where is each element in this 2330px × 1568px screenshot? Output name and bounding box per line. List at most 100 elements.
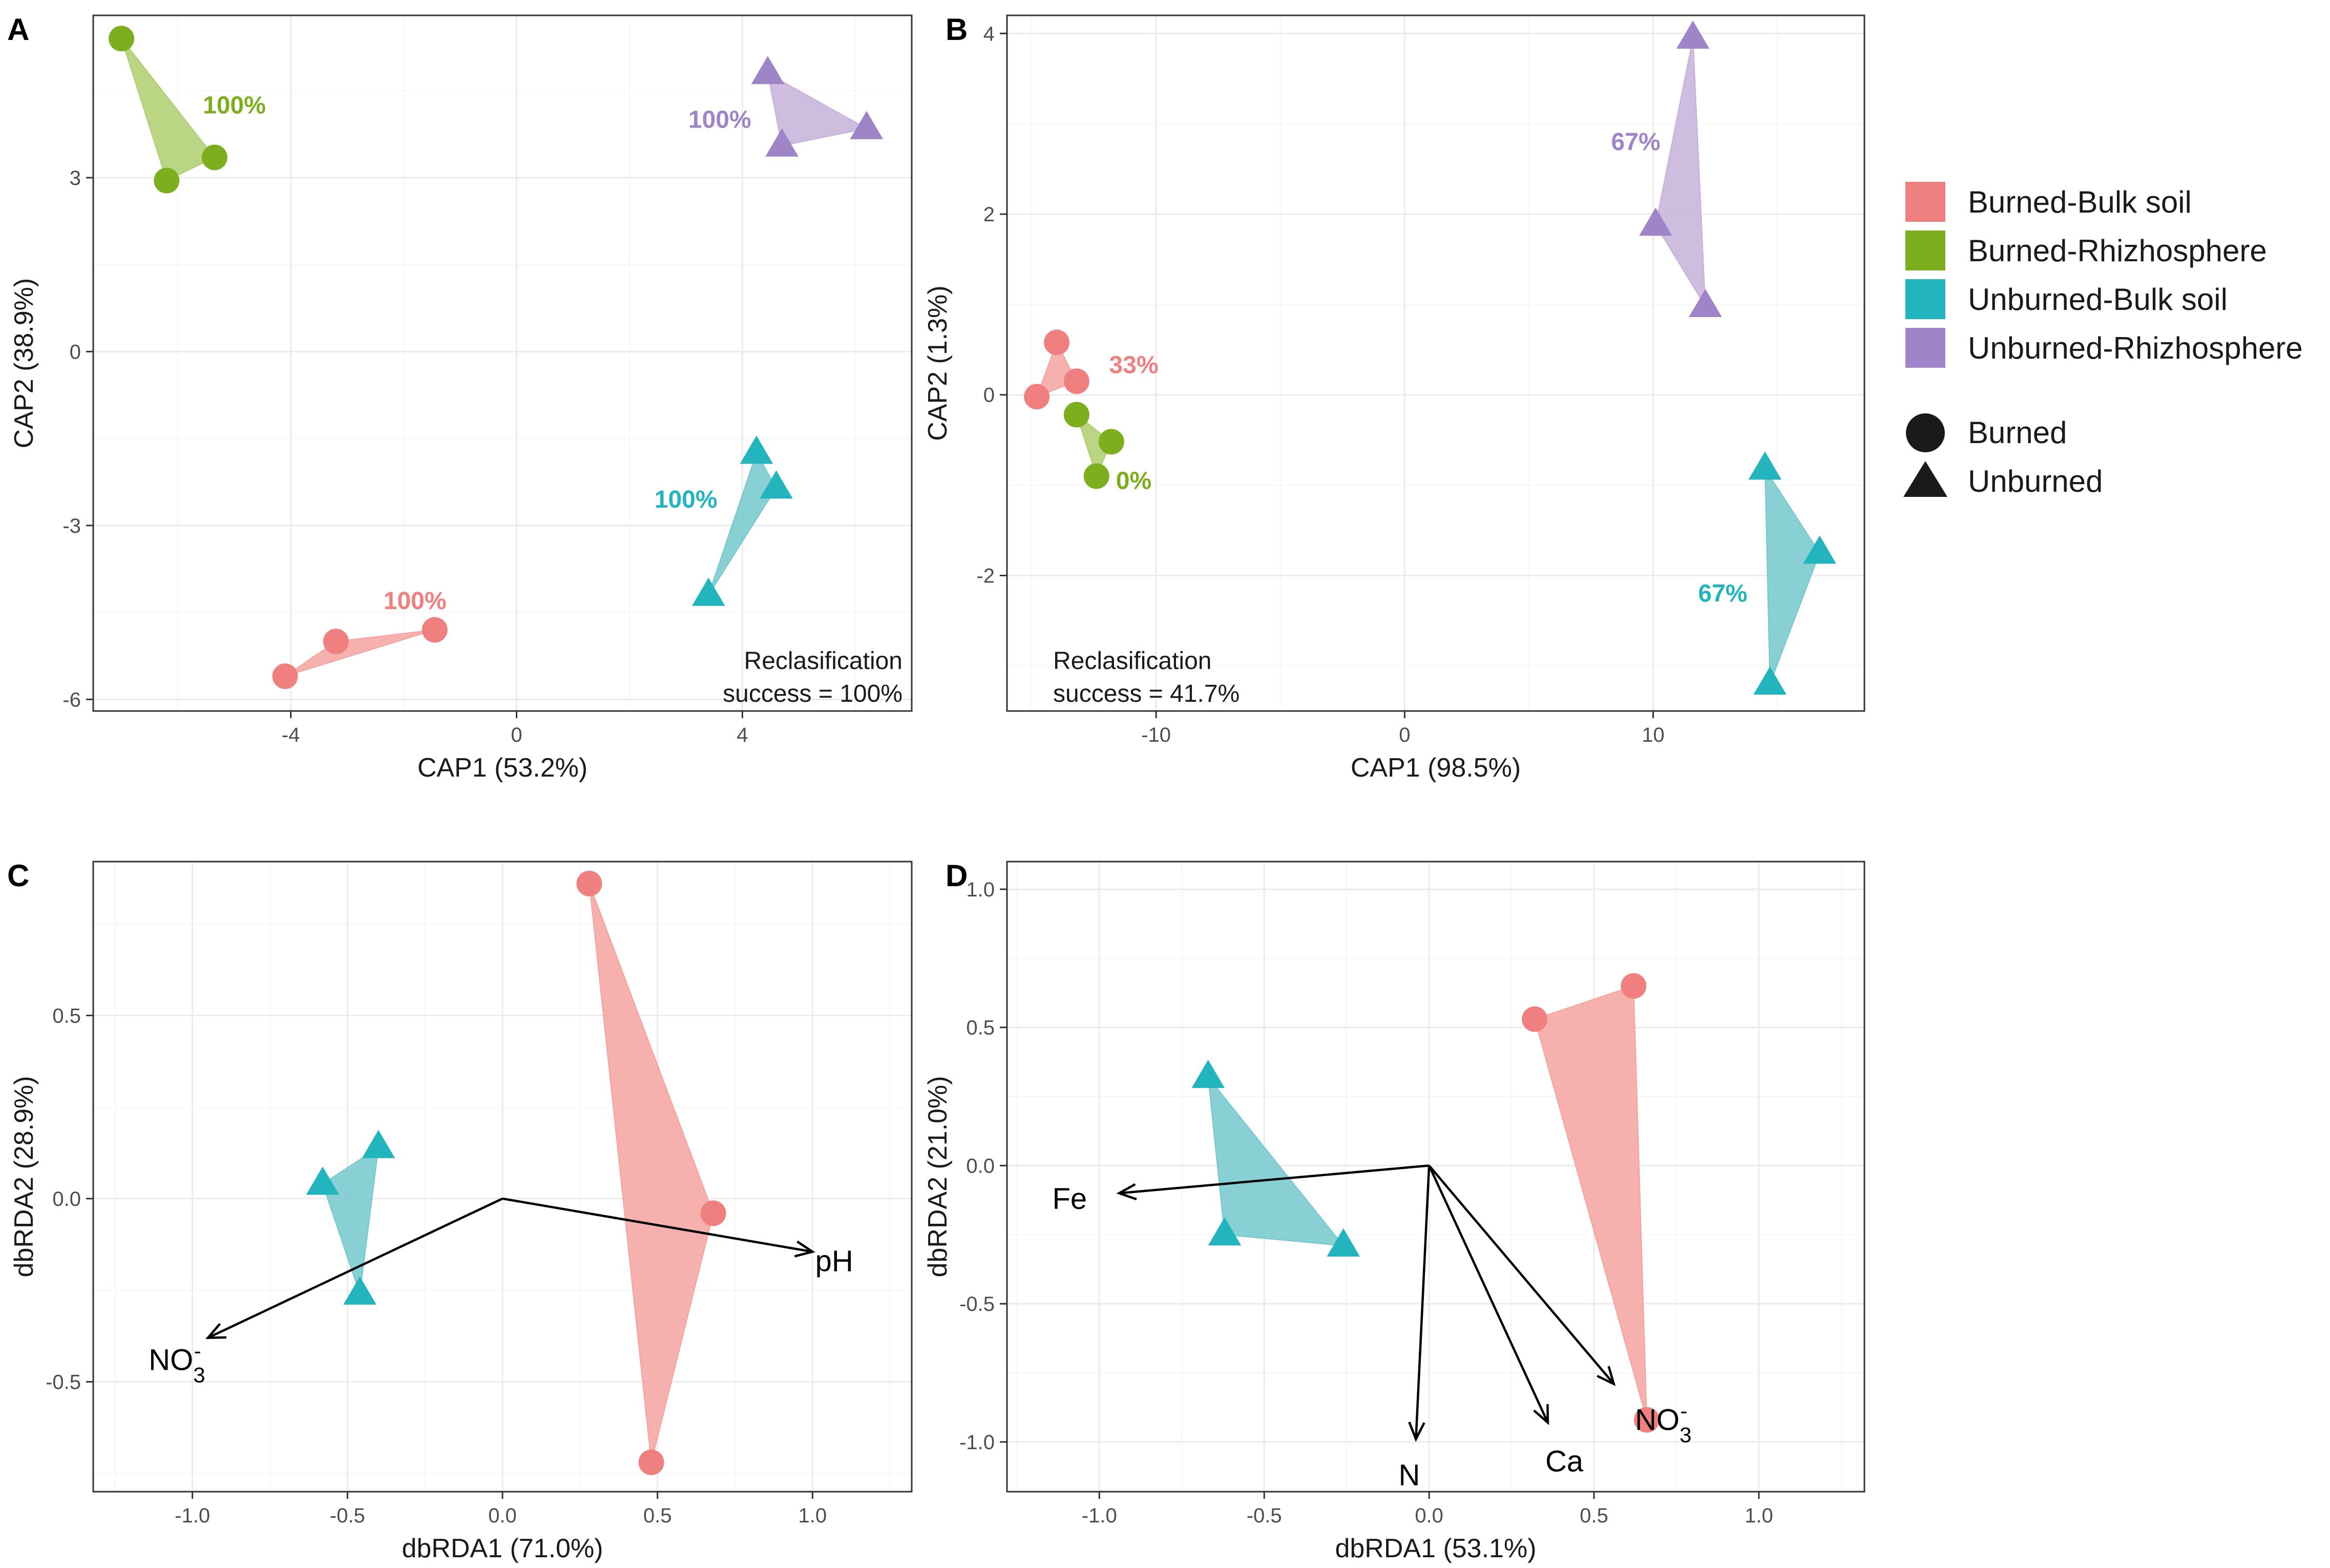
group-hull bbox=[1534, 985, 1648, 1420]
x-tick-label: 1.0 bbox=[1745, 1504, 1773, 1527]
reclassification-label: 100% bbox=[688, 107, 751, 134]
panel-letter: D bbox=[946, 859, 968, 893]
y-axis-title: CAP2 (38.9%) bbox=[9, 278, 39, 448]
data-layer bbox=[306, 870, 726, 1475]
axis-ticks: -1.0 -0.5 0.0 0.5 1.0 -0.5 0.0 0.5 bbox=[46, 1005, 827, 1527]
arrow-head bbox=[1597, 1366, 1616, 1386]
axis-ticks: -10 0 10 -2 0 2 4 bbox=[976, 23, 1664, 746]
data-point bbox=[1191, 1059, 1225, 1088]
legend-label: Burned-Bulk soil bbox=[1968, 185, 2192, 219]
data-point bbox=[1689, 288, 1722, 317]
legend-label: Burned-Rhizhosphere bbox=[1968, 234, 2267, 268]
data-point bbox=[422, 617, 448, 643]
x-tick-label: 10 bbox=[1642, 724, 1665, 746]
data-point bbox=[1676, 20, 1710, 49]
arrow-label-fe: Fe bbox=[1052, 1182, 1087, 1216]
arrow-head bbox=[794, 1240, 815, 1258]
data-point bbox=[576, 870, 602, 896]
x-axis-title: dbRDA1 (53.1%) bbox=[1335, 1534, 1536, 1563]
data-point bbox=[1803, 535, 1836, 564]
group-hull bbox=[121, 38, 216, 181]
arrow-head bbox=[1116, 1183, 1137, 1201]
y-tick-label: -3 bbox=[62, 515, 81, 537]
legend-shape-triangle bbox=[1903, 461, 1947, 497]
x-tick-label: -4 bbox=[282, 724, 300, 746]
panel-a: A 100% 100% 100% 100% -4 0 4 -6 -3 0 3 CAP1 (53.2%) C… bbox=[7, 12, 913, 783]
y-tick-label: -6 bbox=[62, 688, 81, 711]
x-tick-label: -10 bbox=[1141, 724, 1171, 746]
reclassification-note: Reclasification success = 41.7% bbox=[1053, 647, 1240, 707]
legend-swatch bbox=[1905, 231, 1945, 270]
reclassification-label: 67% bbox=[1611, 129, 1661, 156]
x-tick-label: 0.0 bbox=[488, 1504, 517, 1527]
plot-border bbox=[1006, 861, 1865, 1493]
x-tick-label: -1.0 bbox=[1082, 1504, 1117, 1527]
note-line: success = 41.7% bbox=[1053, 680, 1240, 707]
arrow-head bbox=[1408, 1421, 1425, 1442]
data-point bbox=[323, 629, 349, 655]
x-tick-label: 0.5 bbox=[643, 1504, 672, 1527]
group-hull bbox=[1207, 1075, 1345, 1247]
data-point bbox=[306, 1166, 340, 1195]
x-tick-label: 0 bbox=[1399, 724, 1410, 746]
data-point bbox=[850, 111, 884, 139]
plot-border bbox=[1006, 14, 1865, 712]
legend-label: Unburned-Bulk soil bbox=[1968, 282, 2228, 317]
reclassification-label: 100% bbox=[203, 92, 266, 119]
x-tick-label: -1.0 bbox=[175, 1504, 210, 1527]
data-point bbox=[1083, 463, 1109, 489]
reclassification-label: 100% bbox=[384, 588, 447, 615]
note-line: Reclasification bbox=[744, 647, 902, 675]
arrow-shaft bbox=[1119, 1164, 1430, 1195]
axis-ticks: -1.0 -0.5 0.0 0.5 1.0 -1.0 -0.5 0.0 0.5 1.0 bbox=[959, 879, 1773, 1527]
arrow-head bbox=[1533, 1404, 1549, 1426]
data-layer: 100% 100% 100% 100% bbox=[109, 26, 884, 689]
group-hull bbox=[1075, 413, 1112, 478]
y-tick-label: 0.0 bbox=[966, 1155, 995, 1177]
plot-background bbox=[1007, 862, 1864, 1492]
y-tick-label: -1.0 bbox=[959, 1431, 995, 1454]
group-hull bbox=[285, 629, 435, 677]
y-tick-label: -0.5 bbox=[959, 1293, 995, 1315]
group-hull bbox=[1764, 467, 1820, 684]
y-tick-label: 0.5 bbox=[966, 1017, 995, 1039]
data-point bbox=[765, 128, 799, 157]
legend-label: Burned bbox=[1968, 415, 2067, 450]
arrow-label-ph: pH bbox=[815, 1244, 853, 1278]
y-tick-label: 3 bbox=[70, 167, 81, 190]
data-point bbox=[154, 168, 180, 194]
x-tick-label: 4 bbox=[737, 724, 748, 746]
panel-letter: B bbox=[946, 12, 968, 47]
group-hull bbox=[322, 1146, 380, 1294]
legend-swatch bbox=[1905, 328, 1945, 368]
x-tick-label: -0.5 bbox=[1247, 1504, 1282, 1527]
panel-b: B 33% 0% 67% 67% -10 0 10 -2 0 2 4 CAP1 (98.5%) CAP2 … bbox=[923, 12, 1865, 783]
data-point bbox=[1063, 368, 1089, 394]
group-hull bbox=[589, 883, 714, 1463]
data-point bbox=[1024, 384, 1050, 410]
arrow-head bbox=[205, 1323, 227, 1340]
x-axis-title: CAP1 (53.2%) bbox=[417, 753, 587, 783]
data-point bbox=[1753, 666, 1787, 695]
reclassification-label: 0% bbox=[1116, 467, 1151, 494]
y-axis-title: CAP2 (1.3%) bbox=[923, 285, 953, 441]
data-point bbox=[1621, 973, 1647, 999]
arrow-label-n: N bbox=[1399, 1459, 1420, 1492]
data-point bbox=[1044, 329, 1070, 356]
data-layer: 33% 0% 67% 67% bbox=[1024, 20, 1836, 695]
y-tick-label: 4 bbox=[983, 23, 995, 45]
y-axis-title: dbRDA2 (21.0%) bbox=[923, 1076, 953, 1277]
y-tick-label: 2 bbox=[983, 203, 995, 226]
data-point bbox=[751, 56, 785, 85]
legend: Burned-Bulk soil Burned-Rhizhosphere Unbur… bbox=[1903, 182, 2303, 498]
y-tick-label: 0.0 bbox=[52, 1188, 81, 1210]
arrow-shaft bbox=[207, 1197, 503, 1339]
y-tick-label: -2 bbox=[976, 565, 995, 587]
y-tick-label: 1.0 bbox=[966, 879, 995, 901]
data-point bbox=[700, 1200, 726, 1226]
data-point bbox=[1063, 402, 1089, 428]
arrow-shaft bbox=[1415, 1165, 1431, 1439]
data-point bbox=[638, 1449, 664, 1475]
